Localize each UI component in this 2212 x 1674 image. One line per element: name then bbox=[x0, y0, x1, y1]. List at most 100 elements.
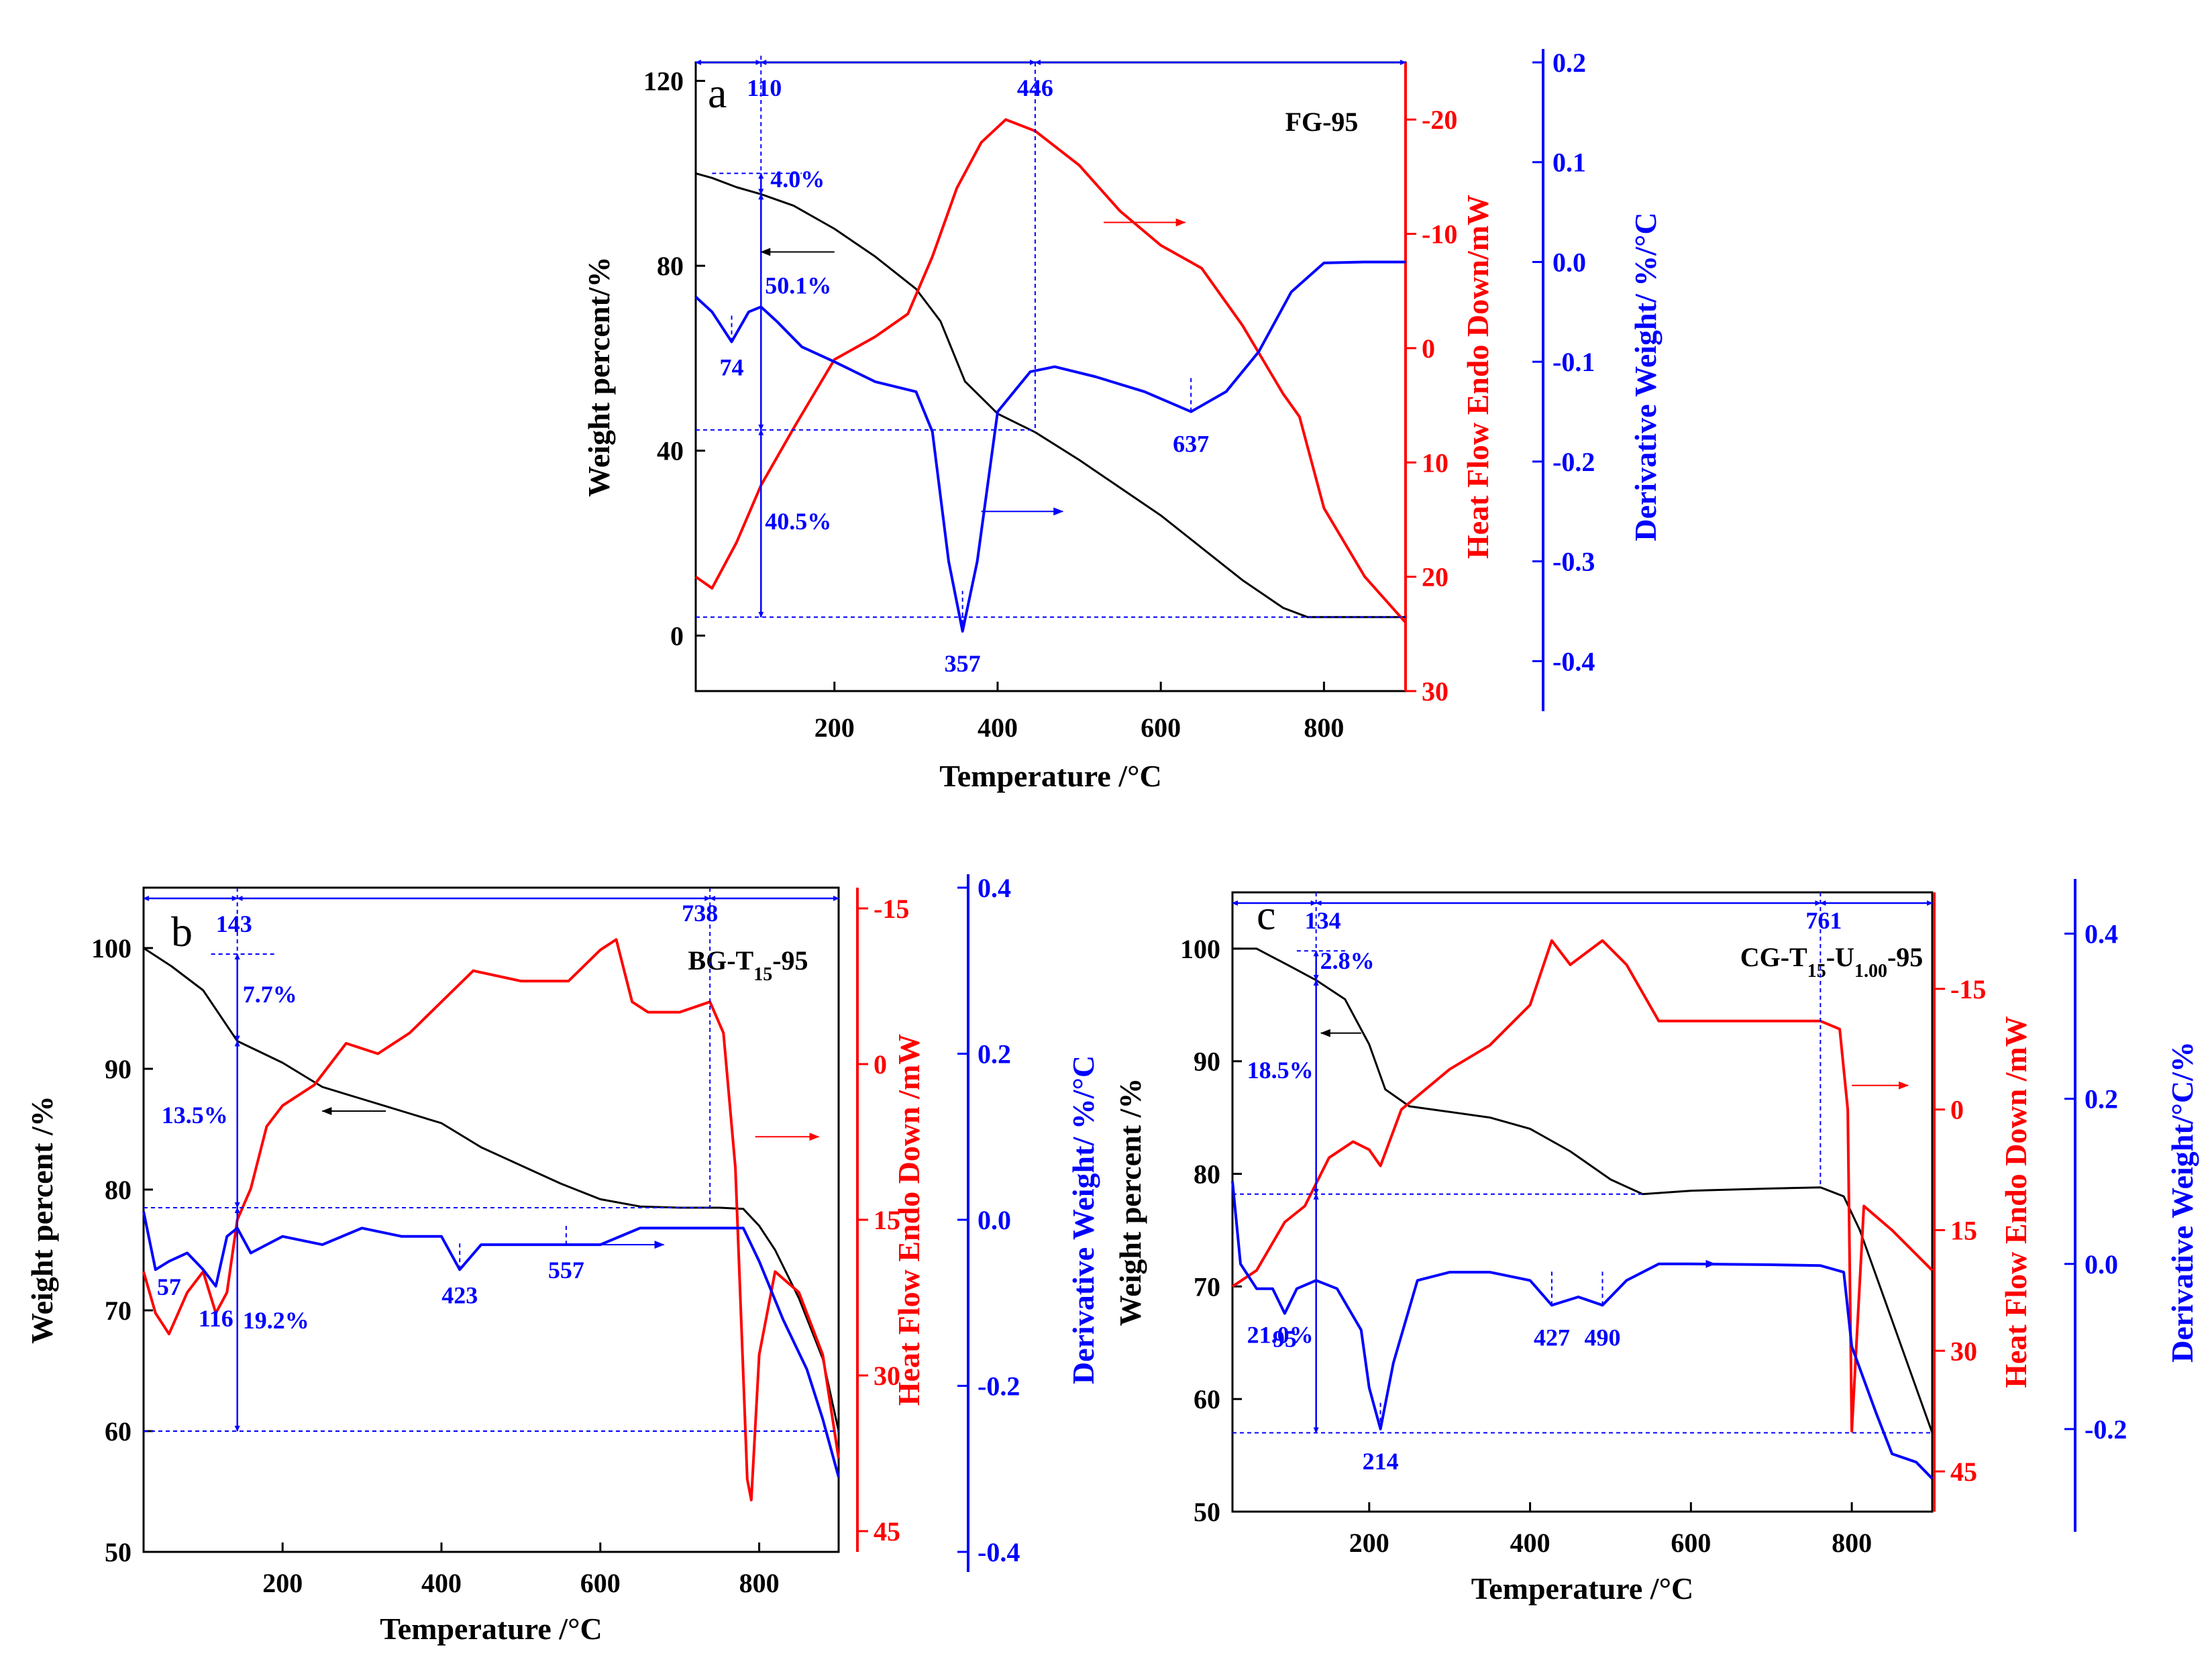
y-left-tick-label: 50 bbox=[1194, 1497, 1220, 1527]
heat-tick-label: 0 bbox=[1950, 1095, 1964, 1125]
temp-label: 143 bbox=[216, 910, 252, 937]
chart-panel-a: 200 400 600 800 0 40 80 120 30 20 10 0 -10 -20 -0.4 -0.… bbox=[582, 48, 1663, 793]
y-left-tick-label: 70 bbox=[105, 1296, 131, 1326]
x-tick-label: 600 bbox=[1141, 713, 1181, 743]
plot-frame bbox=[142, 886, 840, 1553]
deriv-tick-label: 0.2 bbox=[978, 1039, 1011, 1069]
y-left-tick-label: 0 bbox=[670, 621, 684, 651]
peak-label: 357 bbox=[945, 650, 981, 677]
mass-loss-label: 40.5% bbox=[765, 508, 831, 535]
peak-label: 116 bbox=[199, 1305, 233, 1332]
x-tick-label: 800 bbox=[1832, 1528, 1872, 1558]
deriv-tick-label: -0.2 bbox=[2085, 1414, 2127, 1445]
heat-tick-label: 30 bbox=[1422, 676, 1449, 707]
deriv-tick-label: 0.1 bbox=[1552, 148, 1586, 178]
deriv-axis-label: Derivative Weight/ %/°C bbox=[1066, 1055, 1100, 1384]
y-left-tick-label: 100 bbox=[91, 933, 131, 963]
mass-loss-label: 13.5% bbox=[162, 1102, 228, 1129]
x-tick-label: 800 bbox=[739, 1568, 780, 1598]
series-line-derivative bbox=[694, 260, 1406, 633]
sample-name-subscript: 15 bbox=[1807, 961, 1826, 982]
mass-loss-label: 7.7% bbox=[243, 981, 297, 1008]
y-left-tick-label: 90 bbox=[105, 1054, 131, 1084]
heat-tick-label: -20 bbox=[1422, 105, 1457, 135]
x-tick-label: 200 bbox=[262, 1568, 303, 1598]
plot-frame bbox=[1231, 891, 1934, 1513]
deriv-tick-label: 0.0 bbox=[1552, 247, 1586, 277]
y-left-tick-label: 80 bbox=[657, 251, 684, 281]
deriv-tick-label: -0.4 bbox=[978, 1537, 1020, 1567]
panel-letter: a bbox=[708, 69, 727, 117]
heat-axis-label: Heat Flow Endo Down/mW bbox=[1461, 195, 1495, 559]
deriv-tick-label: -0.4 bbox=[1552, 646, 1595, 676]
heat-tick-label: 30 bbox=[874, 1361, 900, 1391]
peak-label: 95 bbox=[1273, 1326, 1297, 1353]
heat-tick-label: 15 bbox=[1950, 1215, 1977, 1245]
mass-loss-label: 18.5% bbox=[1247, 1057, 1314, 1084]
peak-label: 214 bbox=[1363, 1448, 1399, 1475]
sample-name: FG-95 bbox=[1285, 107, 1359, 137]
temp-label: 761 bbox=[1805, 907, 1842, 934]
sample-name-part: CG-T bbox=[1740, 942, 1807, 972]
x-axis-label: Temperature /°C bbox=[1471, 1571, 1693, 1606]
mass-loss-label: 50.1% bbox=[765, 272, 831, 299]
heat-axis-label: Heat Flow Endo Down /mW bbox=[892, 1034, 926, 1406]
y-left-tick-label: 50 bbox=[105, 1537, 131, 1567]
sample-name-part: -U bbox=[1826, 942, 1854, 972]
y-left-tick-label: 70 bbox=[1194, 1271, 1220, 1302]
deriv-tick-label: 0.4 bbox=[978, 873, 1011, 903]
y-left-axis-label: Weight percent/% bbox=[582, 256, 616, 496]
sample-name-part: BG-T bbox=[688, 945, 753, 976]
series-line-weight bbox=[695, 172, 1406, 619]
temp-label: 738 bbox=[682, 900, 718, 927]
deriv-tick-label: 0.2 bbox=[2085, 1084, 2118, 1114]
y-left-tick-label: 100 bbox=[1180, 934, 1220, 964]
y-left-tick-label: 90 bbox=[1194, 1047, 1220, 1077]
series-line-heat-flow bbox=[1231, 939, 1934, 1433]
deriv-axis-label: Derivative Weight/°C/% bbox=[2165, 1041, 2199, 1363]
deriv-tick-label: -0.2 bbox=[1552, 447, 1595, 477]
series-line-heat-flow bbox=[142, 938, 840, 1502]
x-tick-label: 400 bbox=[978, 713, 1018, 743]
x-tick-label: 400 bbox=[1510, 1528, 1550, 1558]
sample-name-part: -95 bbox=[772, 945, 808, 976]
temp-label: 110 bbox=[747, 74, 782, 101]
deriv-axis-label: Derivative Weight/ %/°C bbox=[1628, 212, 1663, 541]
sample-name-part: FG-95 bbox=[1285, 107, 1359, 137]
peak-label: 423 bbox=[441, 1281, 478, 1308]
temp-label: 446 bbox=[1017, 74, 1053, 101]
mass-loss-label: 2.8% bbox=[1320, 947, 1375, 974]
series-line-derivative bbox=[142, 1211, 840, 1478]
panel-letter: c bbox=[1257, 891, 1275, 939]
peak-label: 74 bbox=[720, 354, 744, 380]
x-tick-label: 200 bbox=[814, 713, 855, 743]
y-left-axis-label: Weight percent /% bbox=[1113, 1078, 1147, 1326]
heat-tick-label: -15 bbox=[874, 894, 909, 924]
sample-name: CG-T15-U1.00-95 bbox=[1740, 942, 1924, 982]
y-left-tick-label: 60 bbox=[105, 1416, 131, 1447]
chart-panel-c: 200 400 600 800 50 60 70 80 90 100 45 30 15 0 -15 -0.2 0… bbox=[1113, 879, 2199, 1606]
temp-label: 134 bbox=[1305, 907, 1341, 934]
heat-tick-label: -10 bbox=[1422, 219, 1457, 250]
y-left-tick-label: 120 bbox=[643, 66, 684, 97]
x-tick-label: 200 bbox=[1349, 1528, 1389, 1558]
series-line-heat-flow bbox=[694, 118, 1407, 624]
x-axis-label: Temperature /°C bbox=[380, 1612, 602, 1646]
series-line-derivative bbox=[1231, 1181, 1934, 1480]
heat-tick-label: 0 bbox=[874, 1049, 887, 1080]
heat-tick-label: -15 bbox=[1950, 974, 1986, 1004]
deriv-tick-label: 0.2 bbox=[1552, 48, 1586, 78]
mass-loss-label: 4.0% bbox=[770, 166, 825, 193]
sample-name: BG-T15-95 bbox=[688, 945, 808, 985]
y-left-axis-label: Weight percent /% bbox=[25, 1096, 59, 1344]
heat-tick-label: 30 bbox=[1950, 1336, 1977, 1366]
heat-axis-label: Heat Flow Endo Down /mW bbox=[1999, 1016, 2033, 1388]
peak-label: 57 bbox=[157, 1273, 181, 1300]
heat-tick-label: 0 bbox=[1422, 333, 1435, 364]
plot-frame bbox=[694, 61, 1407, 692]
heat-tick-label: 10 bbox=[1422, 448, 1449, 478]
series-line-weight bbox=[143, 947, 840, 1432]
deriv-tick-label: -0.2 bbox=[978, 1371, 1020, 1402]
x-axis-label: Temperature /°C bbox=[939, 759, 1161, 793]
peak-label: 557 bbox=[548, 1257, 584, 1284]
